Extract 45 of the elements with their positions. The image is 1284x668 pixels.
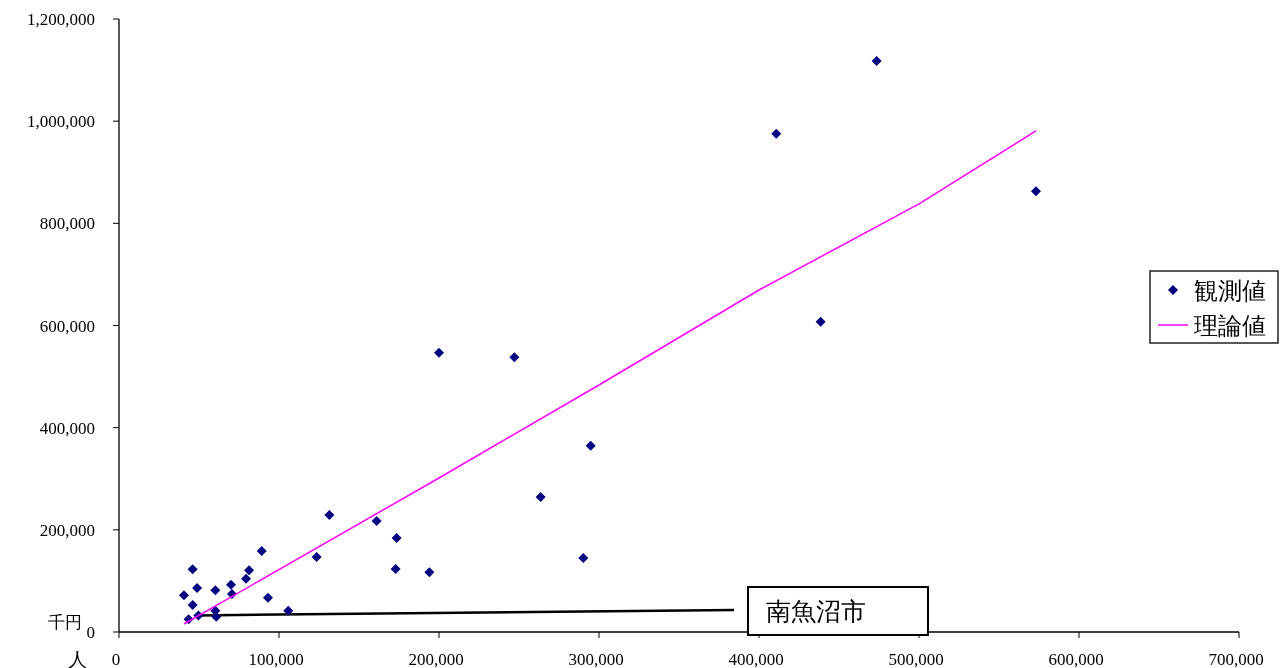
point: [178, 590, 189, 601]
point: [241, 573, 252, 584]
y-tick-label: 0: [86, 623, 95, 642]
point: [283, 605, 294, 616]
point: [256, 545, 267, 556]
y-tick-label: 200,000: [39, 520, 95, 540]
point: [771, 128, 782, 139]
x-tick-label: 500,000: [888, 650, 944, 668]
point: [244, 565, 255, 576]
point: [187, 599, 198, 610]
x-tick-label: 100,000: [248, 650, 304, 668]
point: [871, 55, 882, 66]
y-axis-title: 千円: [48, 613, 82, 632]
point: [1030, 186, 1041, 197]
y-tick-label: 600,000: [39, 316, 95, 336]
point: [371, 516, 382, 526]
y-tick-label: 400,000: [39, 418, 95, 438]
legend-label: 理論値: [1194, 313, 1266, 339]
x-tick-label: 400,000: [728, 650, 784, 668]
x-tick-label: 200,000: [408, 650, 464, 668]
y-tick-label: 800,000: [39, 214, 95, 234]
point: [509, 352, 520, 363]
point: [311, 552, 322, 563]
point: [390, 564, 401, 575]
legend-label: 観測値: [1194, 278, 1266, 304]
x-tick-label: 300,000: [568, 650, 624, 668]
y-tick-label: 1,200,000: [27, 10, 95, 29]
annotation: 南魚沼市: [766, 598, 866, 625]
point: [815, 316, 826, 327]
x-tick-label: 0: [111, 650, 121, 668]
point: [192, 583, 203, 594]
point: [391, 533, 402, 544]
point: [434, 347, 444, 358]
x-tick-label: 600,000: [1048, 650, 1104, 668]
y-tick-label: 1,000,000: [27, 112, 95, 132]
point: [578, 552, 589, 563]
point: [210, 585, 221, 596]
point: [535, 491, 546, 502]
point: [424, 567, 435, 578]
x-tick-label: 700,000: [1208, 650, 1264, 668]
point: [187, 564, 198, 575]
point: [262, 592, 273, 603]
point: [585, 440, 596, 451]
point: [226, 579, 236, 590]
point: [324, 510, 335, 521]
